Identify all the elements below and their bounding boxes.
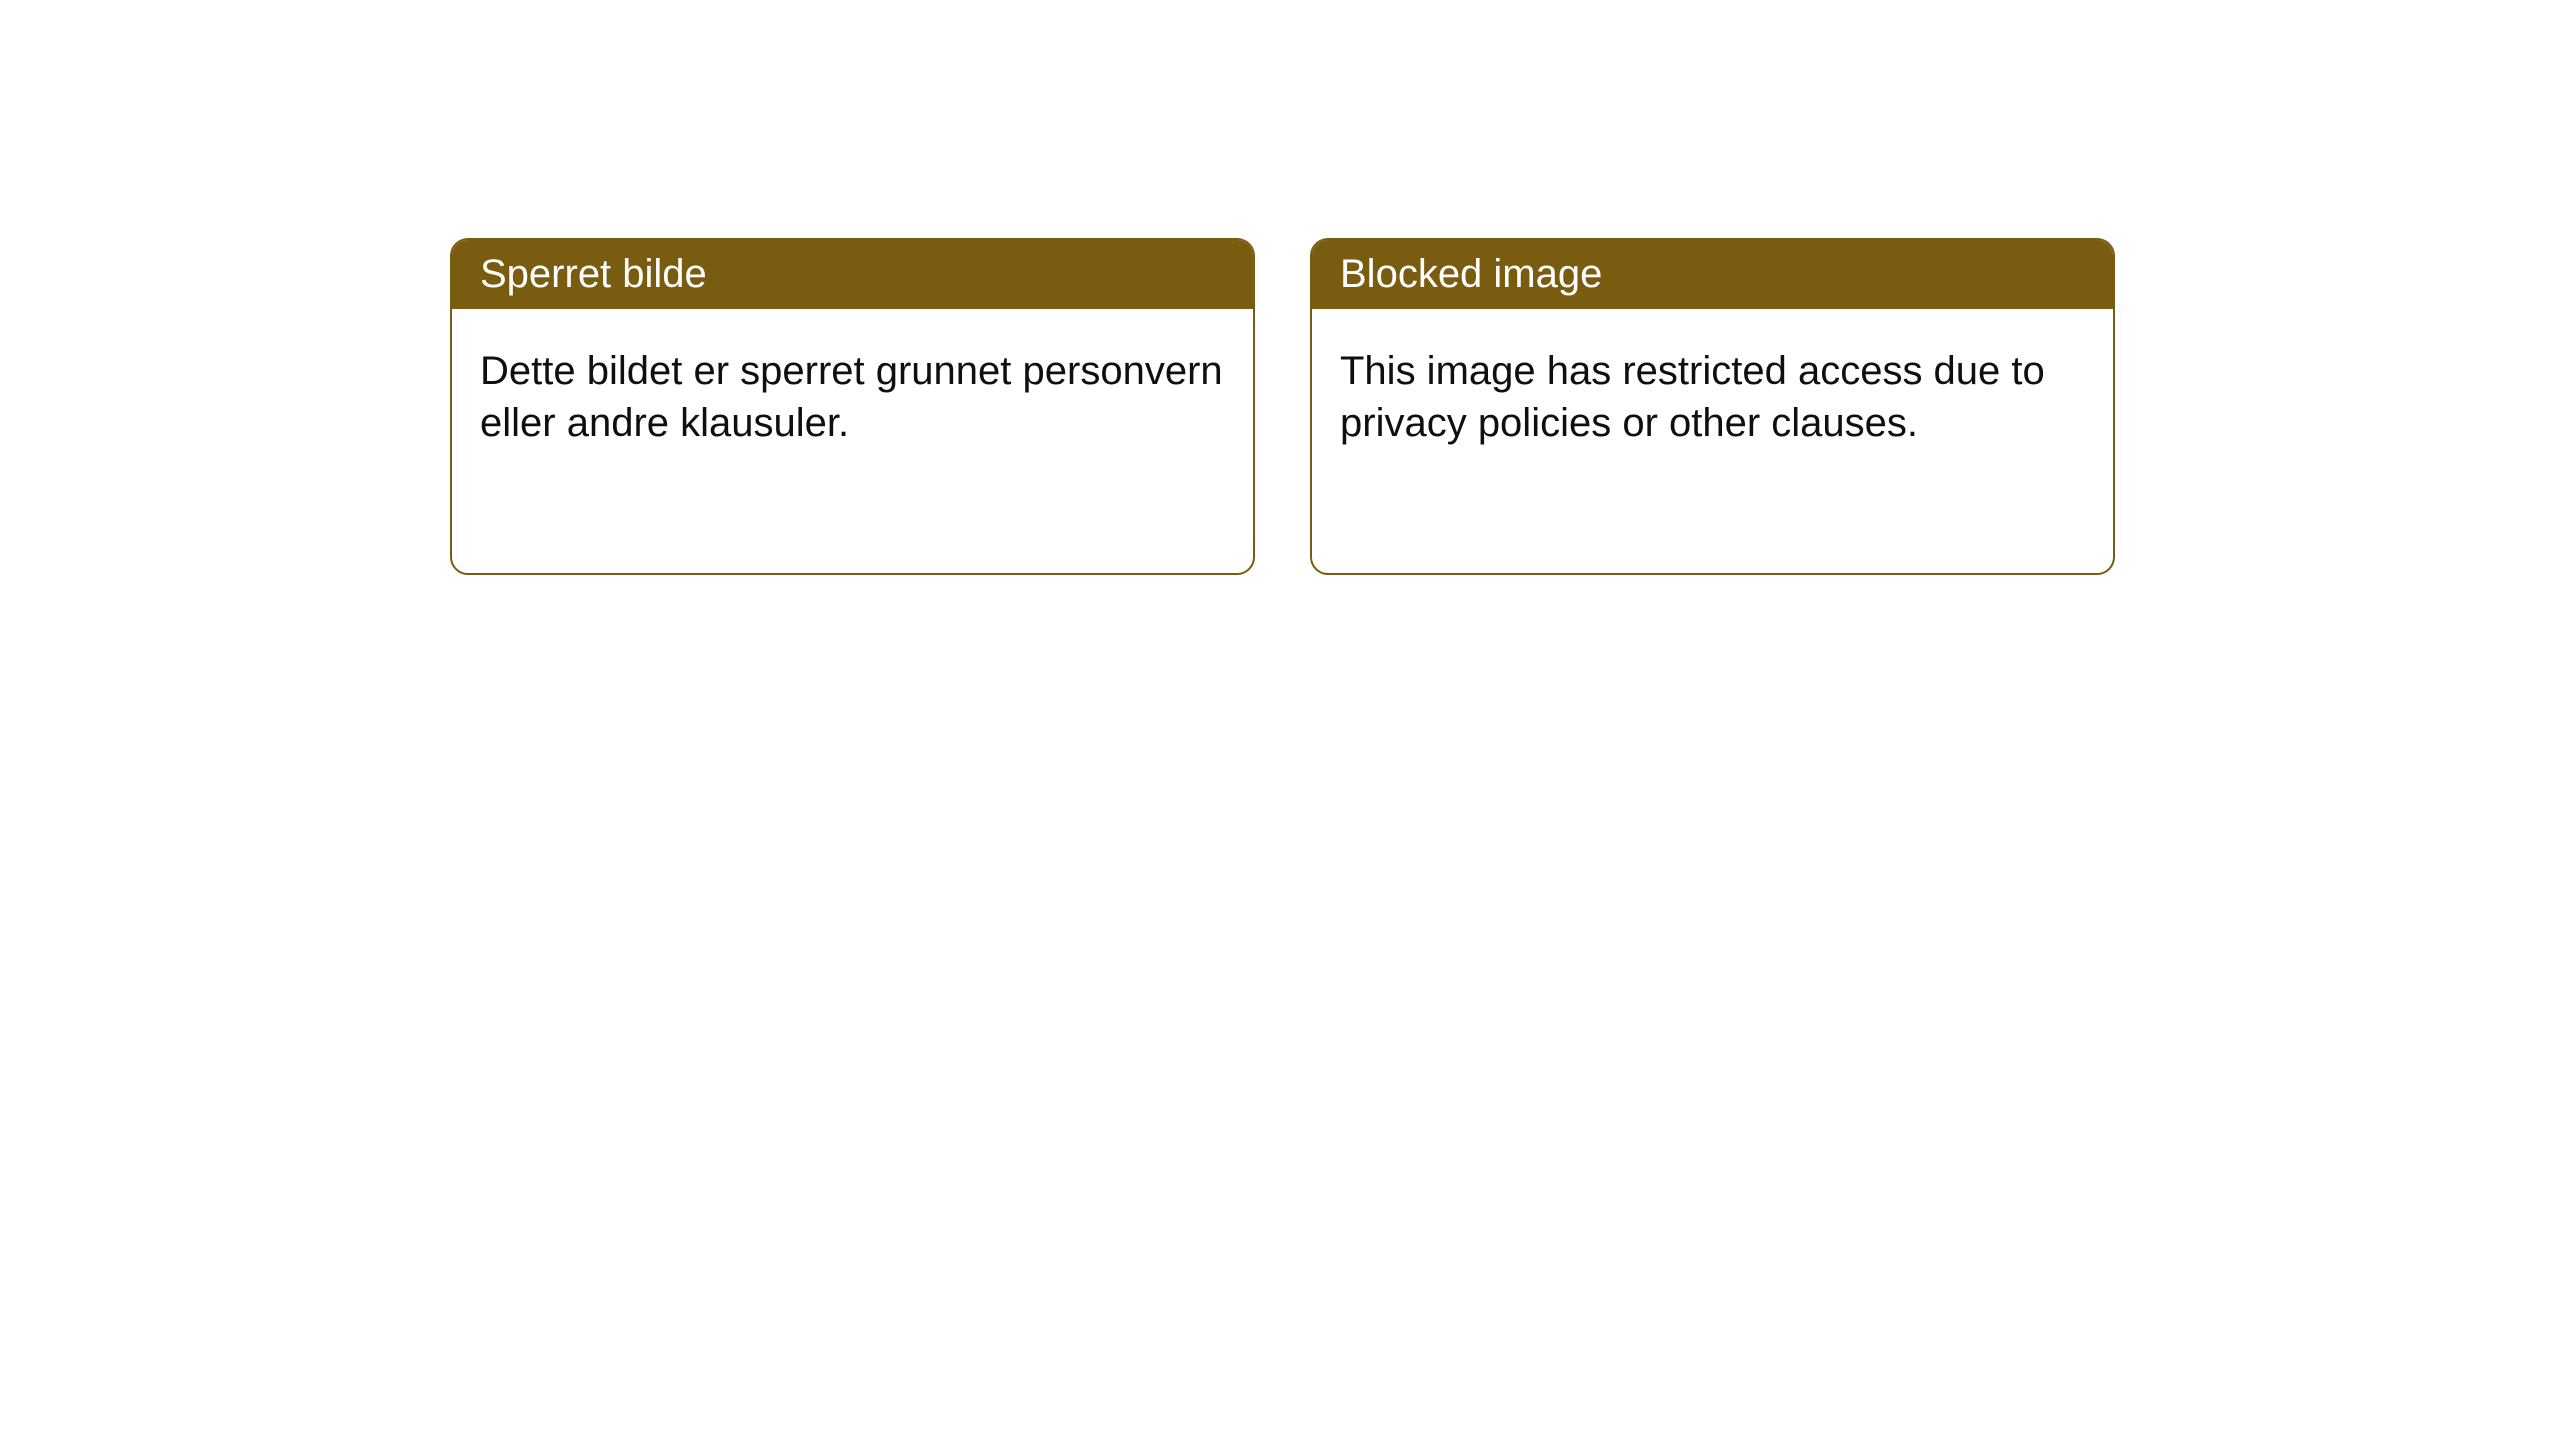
notice-box-norwegian: Sperret bilde Dette bildet er sperret gr… <box>450 238 1255 575</box>
notice-container: Sperret bilde Dette bildet er sperret gr… <box>0 0 2560 575</box>
notice-header: Blocked image <box>1312 240 2113 309</box>
notice-header: Sperret bilde <box>452 240 1253 309</box>
notice-body-text: Dette bildet er sperret grunnet personve… <box>480 349 1223 445</box>
notice-body: Dette bildet er sperret grunnet personve… <box>452 309 1253 485</box>
notice-title: Sperret bilde <box>480 252 707 296</box>
notice-box-english: Blocked image This image has restricted … <box>1310 238 2115 575</box>
notice-body: This image has restricted access due to … <box>1312 309 2113 485</box>
notice-body-text: This image has restricted access due to … <box>1340 349 2045 445</box>
notice-title: Blocked image <box>1340 252 1602 296</box>
